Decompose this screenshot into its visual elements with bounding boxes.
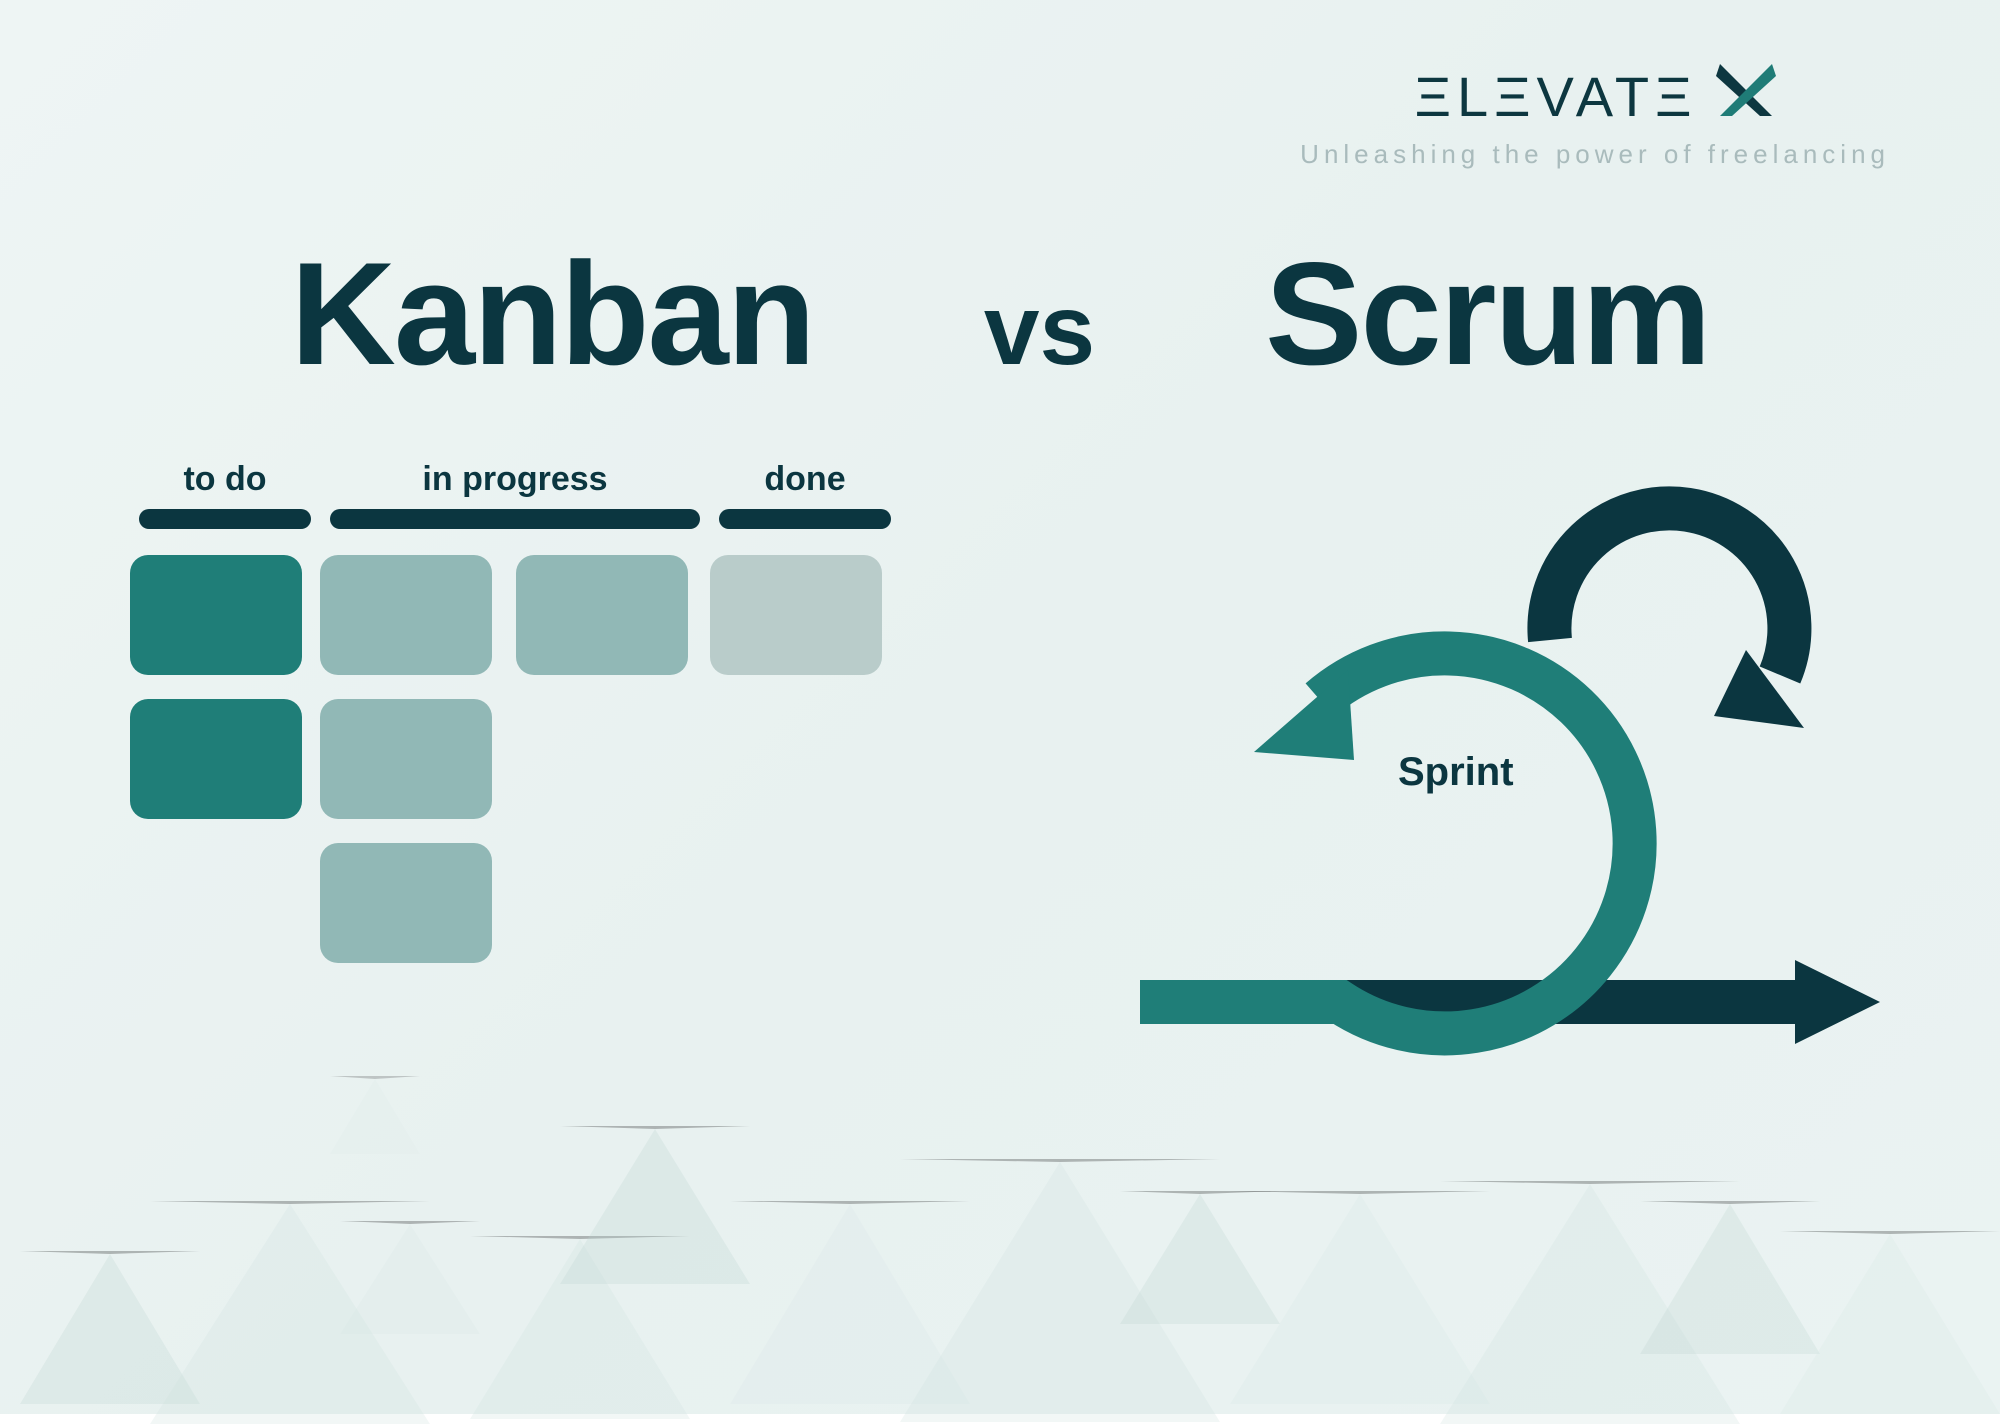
title-row: Kanban vs Scrum xyxy=(0,230,2000,398)
kanban-underline-todo xyxy=(139,509,311,529)
kanban-col-todo xyxy=(130,555,320,963)
title-vs: vs xyxy=(984,273,1095,388)
kanban-card xyxy=(130,699,302,819)
kanban-header-todo: to do xyxy=(130,460,320,499)
scrum-diagram: Sprint xyxy=(1080,440,1900,1090)
kanban-board: to do in progress done xyxy=(130,460,900,963)
kanban-card xyxy=(710,555,882,675)
kanban-header-done: done xyxy=(710,460,900,499)
scrum-main-loop-arrowhead xyxy=(1254,670,1354,760)
title-scrum: Scrum xyxy=(1265,230,1709,398)
scrum-main-loop xyxy=(1140,653,1635,1033)
scrum-small-loop xyxy=(1549,508,1789,675)
brand-x-icon xyxy=(1716,60,1776,133)
infographic-canvas: ΞLΞVATΞ Unleashing the power of freelanc… xyxy=(0,0,2000,1414)
kanban-card xyxy=(320,843,492,963)
kanban-header-progress: in progress xyxy=(320,460,710,499)
kanban-card xyxy=(320,699,492,819)
kanban-card xyxy=(516,555,688,675)
kanban-col-done xyxy=(710,555,900,963)
brand-logo: ΞLΞVATΞ Unleashing the power of freelanc… xyxy=(1300,60,1890,170)
kanban-underline-progress xyxy=(330,509,700,529)
kanban-card xyxy=(130,555,302,675)
kanban-col-progress xyxy=(320,555,710,963)
brand-tagline: Unleashing the power of freelancing xyxy=(1300,139,1890,170)
scrum-sprint-label: Sprint xyxy=(1398,750,1514,795)
title-kanban: Kanban xyxy=(290,230,813,398)
brand-name: ΞLΞVATΞ xyxy=(1415,64,1698,129)
kanban-underline-done xyxy=(719,509,891,529)
kanban-card xyxy=(320,555,492,675)
